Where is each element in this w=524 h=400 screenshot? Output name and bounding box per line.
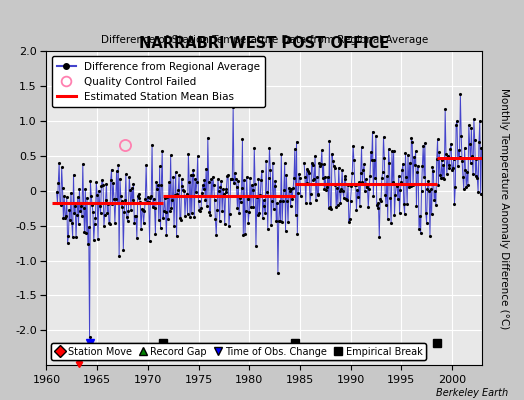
Text: Berkeley Earth: Berkeley Earth — [436, 388, 508, 398]
Text: Difference of Station Temperature Data from Regional Average: Difference of Station Temperature Data f… — [101, 35, 428, 45]
Y-axis label: Monthly Temperature Anomaly Difference (°C): Monthly Temperature Anomaly Difference (… — [499, 88, 509, 329]
Legend: Station Move, Record Gap, Time of Obs. Change, Empirical Break: Station Move, Record Gap, Time of Obs. C… — [51, 343, 427, 360]
Title: NARRABRI WEST POST OFFICE: NARRABRI WEST POST OFFICE — [139, 36, 389, 51]
